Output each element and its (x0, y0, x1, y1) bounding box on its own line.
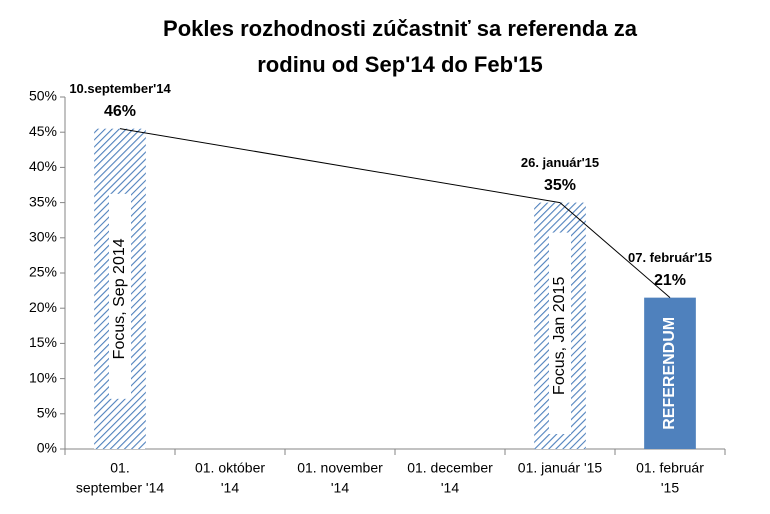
y-tick-label: 25% (29, 264, 57, 280)
y-tick-label: 0% (37, 440, 57, 456)
trend-line (119, 128, 561, 204)
x-tick-label: 01. február (636, 460, 704, 476)
x-tick-label: 01. (110, 460, 129, 476)
label-box (549, 232, 571, 434)
y-tick-label: 20% (29, 299, 57, 315)
bar (644, 297, 696, 449)
y-tick-label: 30% (29, 229, 57, 245)
chart-title: Pokles rozhodnosti zúčastniť sa referend… (163, 16, 638, 41)
x-tick-label: 01. november (297, 460, 383, 476)
x-tick-label: '14 (441, 480, 459, 496)
date-label: 10.september'14 (69, 81, 171, 96)
y-tick-label: 40% (29, 158, 57, 174)
chart-title: rodinu od Sep'14 do Feb'15 (257, 52, 543, 77)
bar-label: Focus, Sep 2014 (111, 238, 128, 359)
x-tick-label: 01. január '15 (518, 460, 603, 476)
x-tick-label: '14 (221, 480, 239, 496)
trend-line (559, 202, 671, 299)
value-label: 46% (104, 103, 136, 120)
x-tick-label: 01. december (407, 460, 493, 476)
bar-label: Focus, Jan 2015 (551, 277, 568, 395)
date-label: 26. január'15 (521, 155, 599, 170)
value-label: 21% (654, 272, 686, 289)
y-tick-label: 45% (29, 123, 57, 139)
x-tick-label: 01. október (195, 460, 265, 476)
label-box (109, 193, 131, 399)
y-tick-label: 5% (37, 405, 57, 421)
bar-label: REFERENDUM (661, 317, 678, 430)
y-tick-label: 15% (29, 334, 57, 350)
x-tick-label: '15 (661, 480, 679, 496)
y-tick-label: 10% (29, 369, 57, 385)
value-label: 35% (544, 177, 576, 194)
date-label: 07. február'15 (628, 250, 712, 265)
x-tick-label: '14 (331, 480, 349, 496)
x-tick-label: september '14 (76, 480, 164, 496)
y-tick-label: 50% (29, 88, 57, 104)
y-tick-label: 35% (29, 193, 57, 209)
